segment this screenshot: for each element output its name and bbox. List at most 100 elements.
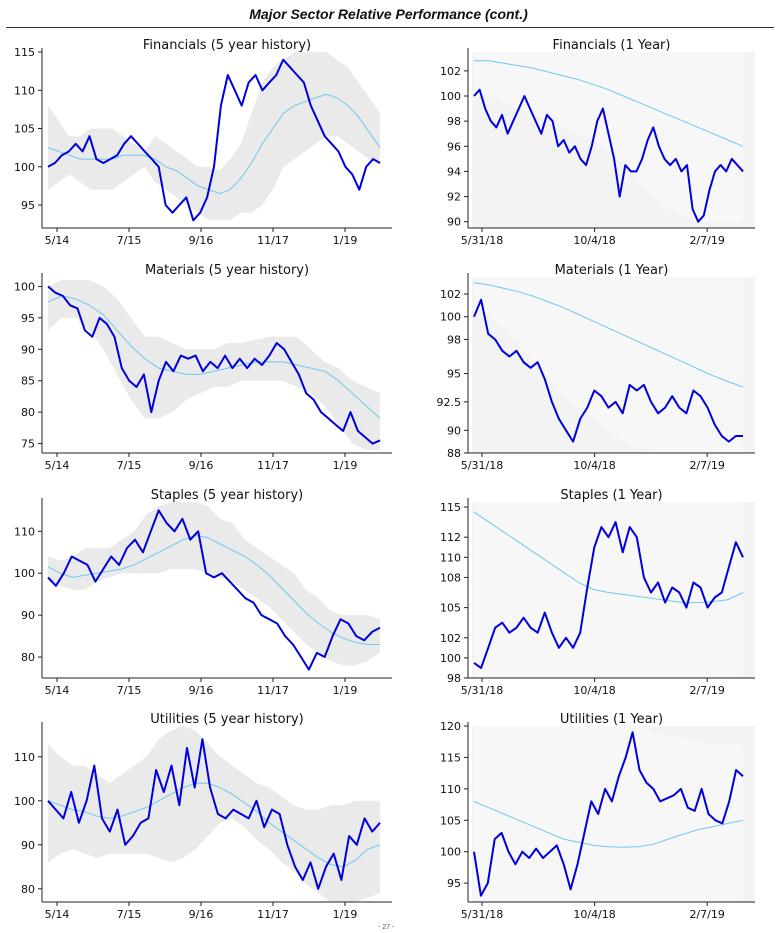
y-tick-label: 115 bbox=[14, 46, 35, 59]
page-header: Major Sector Relative Performance (cont.… bbox=[0, 0, 777, 28]
y-tick-label: 108 bbox=[440, 571, 461, 584]
moving-average-line bbox=[47, 93, 381, 195]
y-tick-label: 92.5 bbox=[437, 396, 462, 409]
x-tick-label: 5/14 bbox=[45, 908, 70, 921]
y-tick-label: 92 bbox=[447, 191, 461, 204]
x-tick-label: 5/31/18 bbox=[461, 459, 503, 472]
x-tick-label: 2/7/19 bbox=[689, 459, 724, 472]
x-tick-label: 5/14 bbox=[45, 234, 70, 247]
x-tick-label: 11/17 bbox=[257, 459, 289, 472]
x-tick-label: 10/4/18 bbox=[573, 234, 615, 247]
chart-title: Staples (1 Year) bbox=[560, 488, 662, 503]
y-tick-label: 100 bbox=[440, 846, 461, 859]
y-tick-label: 75 bbox=[21, 438, 35, 451]
y-tick-label: 80 bbox=[21, 651, 35, 664]
chart-title: Staples (5 year history) bbox=[151, 488, 303, 503]
y-tick-label: 105 bbox=[14, 123, 35, 136]
y-tick-label: 90 bbox=[21, 839, 35, 852]
y-tick-label: 100 bbox=[14, 795, 35, 808]
header-divider bbox=[6, 27, 774, 28]
relative-price-line bbox=[473, 298, 743, 443]
moving-average-line bbox=[47, 534, 380, 645]
y-tick-label: 98 bbox=[447, 333, 461, 346]
moving-average-line bbox=[473, 800, 744, 848]
y-tick-label: 110 bbox=[440, 783, 461, 796]
y-tick-label: 110 bbox=[14, 84, 35, 97]
chart-financials-5y: 95 100 105 110 115 5/14 7/15 9/16 11/17 1/19 Finan… bbox=[14, 38, 392, 247]
moving-average-line bbox=[47, 782, 381, 868]
chart-title: Materials (5 year history) bbox=[145, 263, 309, 278]
x-tick-label: 7/15 bbox=[117, 234, 142, 247]
y-tick-label: 90 bbox=[447, 216, 461, 229]
y-tick-label: 98 bbox=[447, 672, 461, 685]
relative-price-line bbox=[47, 58, 381, 222]
chart-materials-1y: 88 90 92.5 95 98 100 102 5/31/18 10/4/18 2/7/19 Ma… bbox=[437, 263, 755, 472]
y-tick-label: 95 bbox=[447, 368, 461, 381]
y-tick-label: 112 bbox=[440, 531, 461, 544]
relative-price-line bbox=[473, 88, 744, 223]
x-tick-label: 10/4/18 bbox=[573, 908, 615, 921]
page-title: Major Sector Relative Performance (cont.… bbox=[249, 6, 528, 22]
x-tick-label: 5/31/18 bbox=[461, 908, 503, 921]
x-tick-label: 5/14 bbox=[45, 459, 70, 472]
relative-price-line bbox=[47, 738, 381, 890]
x-tick-label: 5/31/18 bbox=[461, 234, 503, 247]
x-tick-label: 1/19 bbox=[333, 908, 358, 921]
y-tick-label: 102 bbox=[440, 65, 461, 78]
relative-price-line bbox=[47, 509, 381, 671]
moving-average-line bbox=[474, 60, 744, 147]
chart-utilities-1y: 95 100 105 110 115 120 5/31/18 10/4/18 2/7/19 Uti… bbox=[440, 712, 755, 921]
x-tick-label: 7/15 bbox=[117, 459, 142, 472]
x-tick-label: 2/7/19 bbox=[689, 908, 724, 921]
y-tick-label: 94 bbox=[447, 165, 461, 178]
y-tick-label: 120 bbox=[440, 720, 461, 733]
range-band bbox=[48, 726, 380, 902]
x-tick-label: 1/19 bbox=[333, 234, 358, 247]
x-tick-label: 5/14 bbox=[45, 684, 70, 697]
y-tick-label: 95 bbox=[447, 877, 461, 890]
x-tick-label: 2/7/19 bbox=[689, 684, 724, 697]
x-tick-label: 10/4/18 bbox=[573, 459, 615, 472]
y-tick-label: 85 bbox=[21, 375, 35, 388]
y-tick-label: 80 bbox=[21, 883, 35, 896]
y-tick-label: 80 bbox=[21, 406, 35, 419]
y-tick-label: 90 bbox=[21, 609, 35, 622]
chart-utilities-5y: 80 90 100 110 5/14 7/15 9/16 11/17 1/19 Utilities… bbox=[14, 712, 392, 921]
page-number: - 27 - bbox=[378, 924, 395, 931]
y-tick-label: 115 bbox=[440, 501, 461, 514]
chart-title: Utilities (5 year history) bbox=[150, 712, 303, 727]
y-tick-label: 110 bbox=[14, 751, 35, 764]
y-tick-label: 96 bbox=[447, 140, 461, 153]
x-tick-label: 10/4/18 bbox=[573, 684, 615, 697]
chart-financials-1y: 90 92 94 96 98 100 102 5/31/18 10/4/18 2/7/19 Fina… bbox=[440, 38, 755, 247]
x-tick-label: 1/19 bbox=[333, 459, 358, 472]
y-tick-label: 88 bbox=[447, 447, 461, 460]
y-tick-label: 105 bbox=[440, 602, 461, 615]
relative-price-line bbox=[473, 731, 744, 897]
chart-materials-5y: 75 80 85 90 95 100 5/14 7/15 9/16 11/17 1/19 Materi… bbox=[14, 263, 392, 472]
y-tick-label: 110 bbox=[14, 525, 35, 538]
y-tick-label: 100 bbox=[440, 311, 461, 324]
chart-title: Financials (1 Year) bbox=[553, 38, 671, 53]
y-tick-label: 90 bbox=[21, 343, 35, 356]
y-tick-label: 115 bbox=[440, 751, 461, 764]
chart-title: Materials (1 Year) bbox=[555, 263, 669, 278]
range-band bbox=[474, 277, 743, 453]
x-tick-label: 5/31/18 bbox=[461, 684, 503, 697]
y-tick-label: 98 bbox=[447, 115, 461, 128]
x-tick-label: 2/7/19 bbox=[689, 234, 724, 247]
relative-price-line bbox=[47, 285, 381, 445]
x-tick-label: 7/15 bbox=[117, 684, 142, 697]
x-tick-label: 11/17 bbox=[257, 684, 289, 697]
y-tick-label: 105 bbox=[440, 814, 461, 827]
y-tick-label: 95 bbox=[21, 199, 35, 212]
range-band bbox=[474, 726, 743, 902]
y-tick-label: 90 bbox=[447, 424, 461, 437]
y-tick-label: 102 bbox=[440, 288, 461, 301]
relative-price-line bbox=[473, 521, 744, 669]
chart-title: Financials (5 year history) bbox=[143, 38, 311, 53]
chart-title: Utilities (1 Year) bbox=[560, 712, 663, 727]
y-tick-label: 95 bbox=[21, 312, 35, 325]
x-tick-label: 7/15 bbox=[117, 908, 142, 921]
y-tick-label: 100 bbox=[14, 280, 35, 293]
